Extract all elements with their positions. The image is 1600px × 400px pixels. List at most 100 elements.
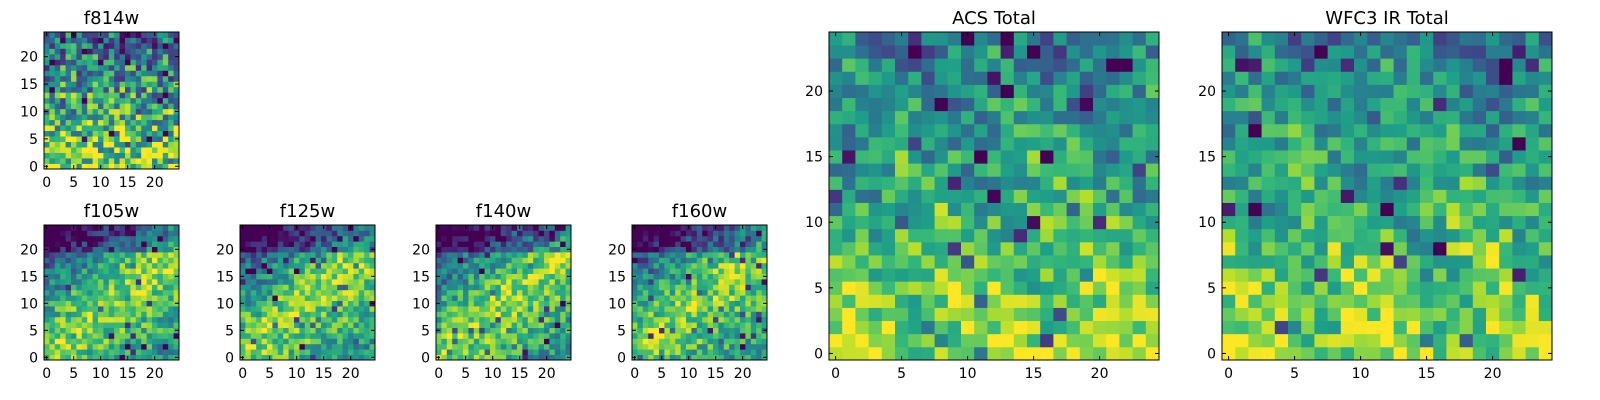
heatmap-cell <box>157 230 164 237</box>
heatmap-cell <box>87 284 93 291</box>
heatmap-cell <box>745 306 752 312</box>
heatmap-cell <box>1486 163 1500 177</box>
heatmap-cell <box>484 235 491 242</box>
heatmap-cell <box>522 225 529 231</box>
heatmap-cell <box>974 136 988 151</box>
heatmap-cell <box>326 306 333 312</box>
heatmap-cell <box>152 158 158 164</box>
heatmap-cell <box>974 215 988 230</box>
heatmap-cell <box>141 92 147 99</box>
heatmap-cell <box>441 257 448 264</box>
heatmap-cell <box>65 108 72 115</box>
heatmap-cell <box>506 311 512 318</box>
heatmap-cell <box>98 343 104 350</box>
heatmap-cell <box>114 48 120 55</box>
heatmap-cell <box>283 273 289 280</box>
heatmap-cell <box>1486 123 1500 138</box>
heatmap-cell <box>103 343 110 350</box>
heatmap-cell <box>1106 71 1120 85</box>
heatmap-cell <box>81 163 88 170</box>
heatmap-cell <box>114 333 120 339</box>
heatmap-cell <box>65 130 72 137</box>
heatmap-cell <box>135 230 142 237</box>
heatmap-cell <box>146 311 153 318</box>
heatmap-cell <box>98 37 104 44</box>
heatmap-cell <box>500 279 507 285</box>
heatmap-cell <box>761 230 768 237</box>
y-tick-label: 20 <box>412 242 430 258</box>
heatmap-cell <box>173 92 180 99</box>
axes-frame <box>435 224 572 361</box>
heatmap-cell <box>468 306 475 312</box>
heatmap-cell <box>103 311 110 318</box>
heatmap-cell <box>130 333 137 339</box>
heatmap-cell <box>637 279 644 285</box>
heatmap-cell <box>934 136 949 151</box>
heatmap-cell <box>659 257 665 264</box>
heatmap-cell <box>76 284 83 291</box>
heatmap-cell <box>54 279 61 285</box>
heatmap-cell <box>76 354 83 361</box>
heatmap-cell <box>1380 176 1394 190</box>
heatmap-cell <box>1132 346 1147 361</box>
heatmap-cell <box>1393 176 1408 190</box>
heatmap-cell <box>49 230 56 237</box>
heatmap-cell <box>1040 255 1054 269</box>
heatmap-cell <box>1446 136 1460 151</box>
heatmap-cell <box>146 42 153 49</box>
heatmap-cell <box>538 316 545 323</box>
heatmap-cell <box>1420 268 1434 282</box>
heatmap-cell <box>256 257 262 264</box>
heatmap-cell <box>331 284 338 291</box>
heatmap-cell <box>1079 58 1094 72</box>
heatmap-cell <box>65 141 72 148</box>
heatmap-cell <box>1222 215 1236 230</box>
heatmap-cell <box>1093 281 1107 295</box>
heatmap-cell <box>1420 281 1434 295</box>
heatmap-cell <box>1040 346 1054 361</box>
heatmap-cell <box>729 349 735 355</box>
heatmap-cell <box>304 289 311 296</box>
heatmap-cell <box>637 273 644 280</box>
heatmap-cell <box>135 268 142 274</box>
heatmap-cell <box>680 225 687 231</box>
heatmap-cell <box>44 42 50 49</box>
heatmap-cell <box>544 311 550 318</box>
heatmap-cell <box>1235 110 1249 125</box>
heatmap-cell <box>108 141 115 148</box>
heatmap-cell <box>495 322 502 328</box>
heatmap-cell <box>146 81 153 88</box>
heatmap-cell <box>1512 320 1526 335</box>
heatmap-cell <box>908 58 922 72</box>
heatmap-cell <box>664 230 671 237</box>
heatmap-cell <box>934 268 949 282</box>
heatmap-cell <box>829 281 843 295</box>
heatmap-cell <box>446 230 453 237</box>
heatmap-cell <box>1314 228 1328 243</box>
heatmap-cell <box>141 108 147 115</box>
heatmap-cell <box>108 279 115 285</box>
heatmap-cell <box>1132 294 1147 308</box>
heatmap-cell <box>718 295 725 301</box>
heatmap-cell <box>245 300 252 307</box>
heatmap-cell <box>304 252 311 258</box>
heatmap-cell <box>908 333 922 348</box>
heatmap-cell <box>1380 45 1394 59</box>
heatmap-cell <box>342 306 349 312</box>
heatmap-cell <box>713 300 719 307</box>
heatmap-cell <box>484 262 491 269</box>
heatmap-cell <box>146 32 153 38</box>
heatmap-cell <box>152 125 158 132</box>
heatmap-cell <box>1525 150 1540 164</box>
y-tick-label: 15 <box>20 77 38 93</box>
heatmap-cell <box>353 246 360 253</box>
heatmap-cell <box>1486 268 1500 282</box>
heatmap-cell <box>331 246 338 253</box>
heatmap-cell <box>240 349 246 355</box>
heatmap-cell <box>98 230 104 237</box>
heatmap-cell <box>653 273 660 280</box>
heatmap-cell <box>299 279 306 285</box>
heatmap-cell <box>152 262 158 269</box>
y-tick-label: 20 <box>805 84 823 100</box>
heatmap-cell <box>98 92 104 99</box>
